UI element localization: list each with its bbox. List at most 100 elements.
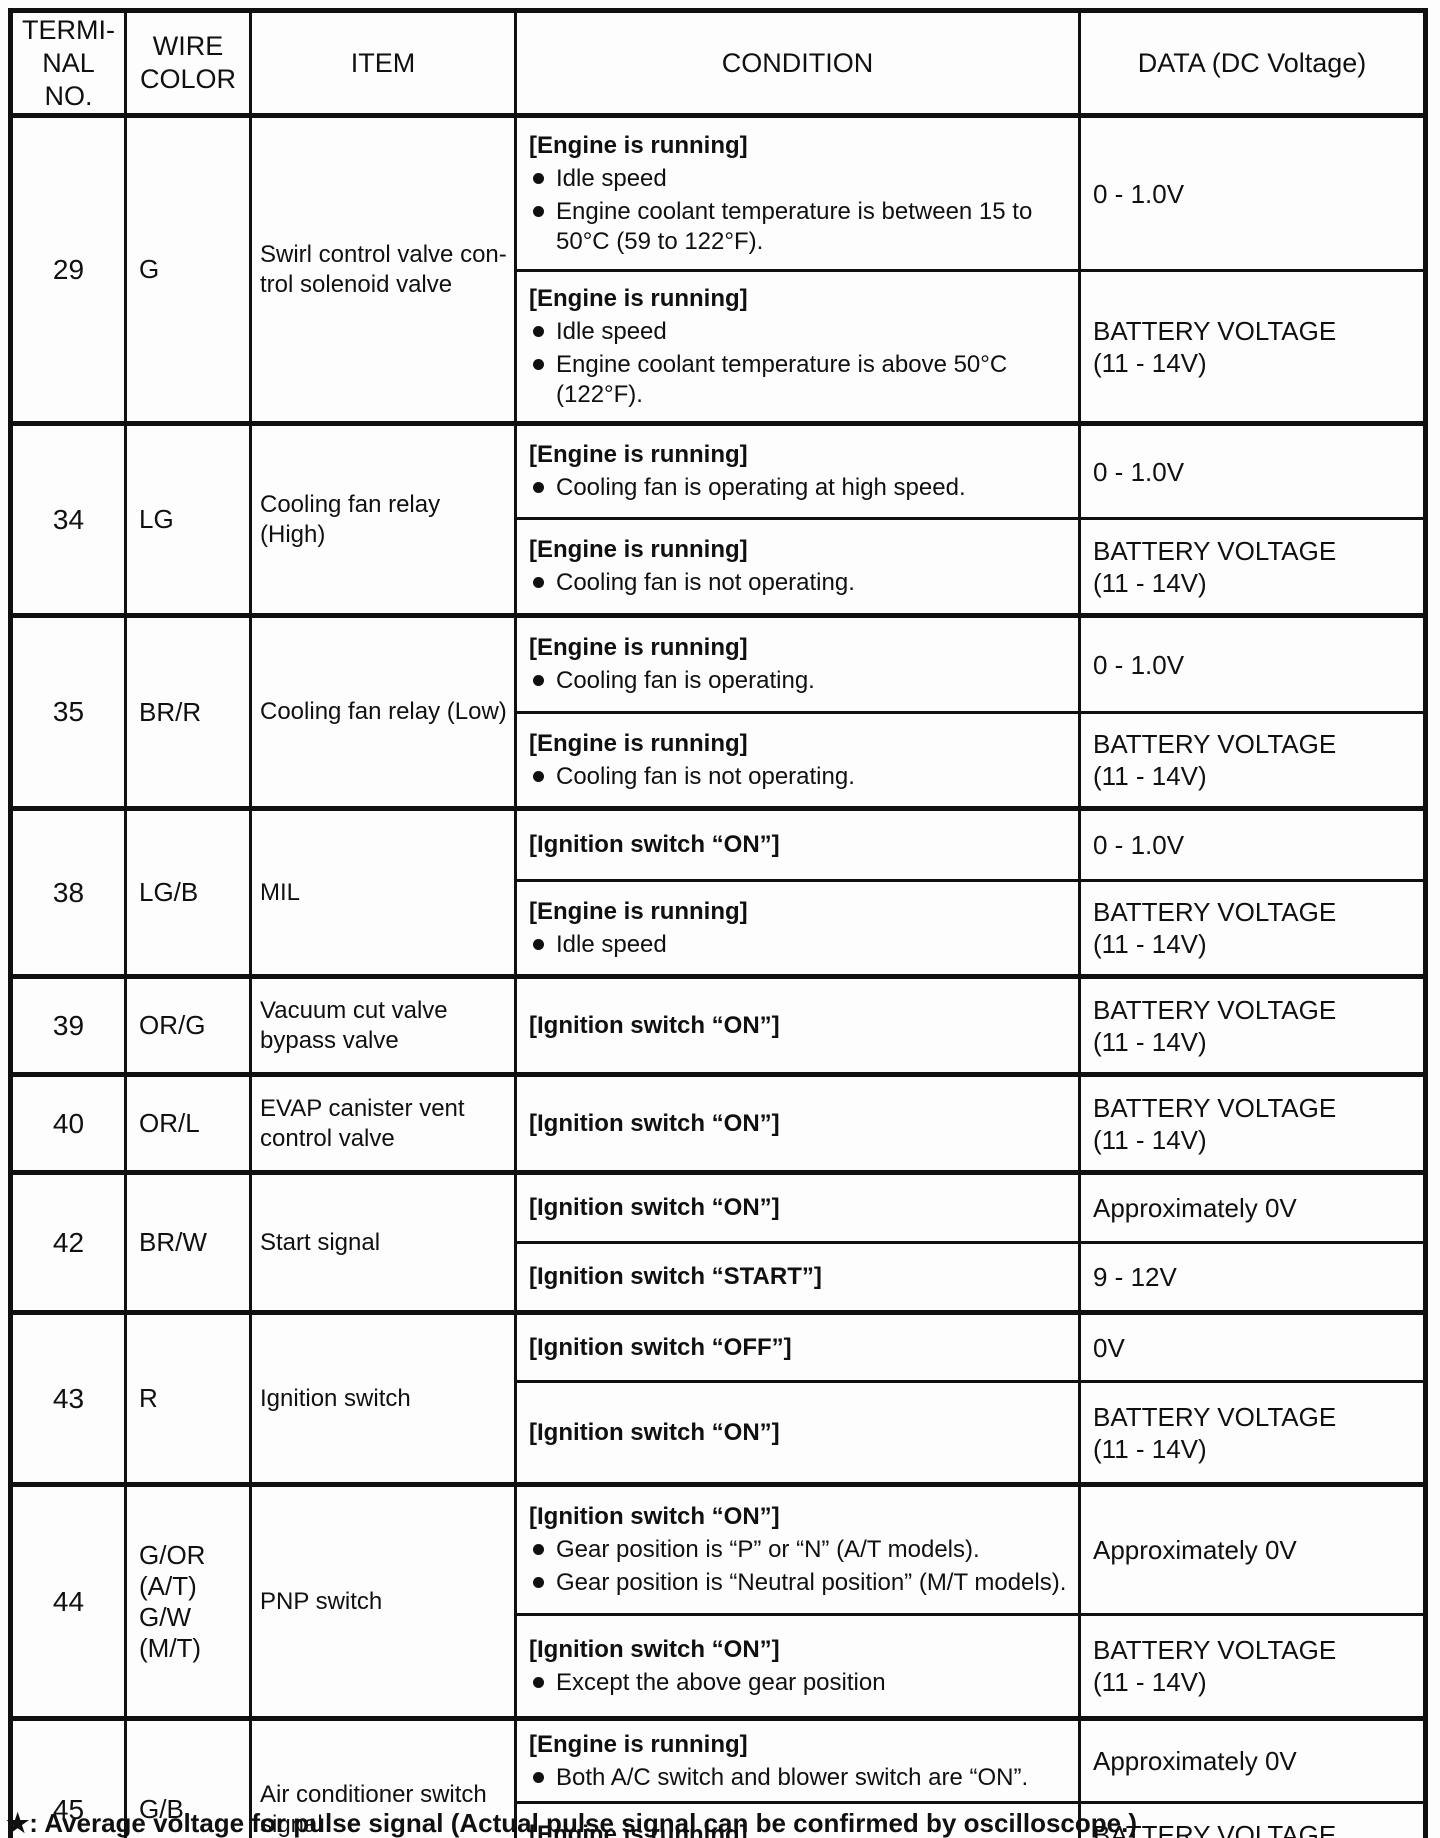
condition-cell: [Engine is running] Cooling fan is not op… — [514, 517, 1081, 617]
bullet-icon — [533, 482, 544, 493]
data-cell: 0V — [1078, 1310, 1427, 1383]
condition-cell: [Ignition switch “ON”] — [514, 806, 1081, 882]
data-cell: 0 - 1.0V — [1078, 421, 1427, 520]
terminal-cell: 42 — [9, 1170, 127, 1314]
header-row: TERMI- NAL NO. WIRE COLOR ITEM CONDITION… — [9, 9, 1427, 118]
bullet-text: Cooling fan is operating. — [556, 667, 815, 694]
condition-bullet: Engine coolant temperature is above 50°C… — [529, 350, 1070, 410]
table-row: [Engine is running] Idle speed BATTERY VOL… — [11, 879, 1427, 978]
table-row: 39 OR/G Vacuum cut valve bypass valve [Igni… — [9, 974, 1427, 1076]
bullet-text: Gear position is “Neutral position” (M/T… — [556, 1569, 1067, 1596]
condition-cell: [Engine is running] Idle speed Engine cool… — [514, 269, 1081, 425]
table-row: 38 LG/B MIL [Ignition switch “ON”] 0 - 1.0V — [9, 806, 1427, 978]
condition-bullet: Idle speed — [529, 930, 1070, 960]
data-cell: Approximately 0V — [1078, 1716, 1427, 1804]
condition-bullet: Both A/C switch and blower switch are “O… — [529, 1763, 1070, 1793]
table-row: [Ignition switch “START”] 9 - 12V — [11, 1241, 1427, 1314]
bullet-text: Engine coolant temperature is between 15… — [556, 197, 1033, 255]
terminal-cell: 29 — [9, 113, 127, 425]
condition-cell: [Ignition switch “ON”] Except the above g… — [514, 1613, 1081, 1720]
bullet-text: Idle speed — [556, 930, 667, 958]
item-cell: Air conditioner switch signal — [249, 1716, 517, 1838]
footnote-average-voltage: ★: Average voltage for pulse signal (Act… — [6, 1808, 1137, 1838]
condition-title: [Ignition switch “ON”] — [529, 1503, 780, 1530]
condition-title: [Engine is running] — [529, 441, 748, 468]
condition-title: [Ignition switch “START”] — [529, 1263, 822, 1290]
header-item: ITEM — [249, 9, 517, 118]
condition-cell: [Engine is running] Cooling fan is operat… — [514, 613, 1081, 714]
data-cell: BATTERY VOLTAGE (11 - 14V) — [1078, 1380, 1427, 1486]
item-cell: Start signal — [249, 1170, 517, 1314]
condition-bullet: Gear position is “P” or “N” (A/T models)… — [529, 1535, 1070, 1565]
table-row: 45 G/B Air conditioner switch signal [Engin… — [9, 1716, 1427, 1838]
condition-bullet: Cooling fan is not operating. — [529, 568, 1070, 598]
condition-cell: [Ignition switch “START”] — [514, 1241, 1081, 1314]
wire-color-cell: BR/R — [124, 613, 252, 810]
data-cell: Approximately 0V — [1078, 1482, 1427, 1616]
item-cell: Cooling fan relay (Low) — [249, 613, 517, 810]
bullet-icon — [533, 577, 544, 588]
bullet-text: Gear position is “P” or “N” (A/T models)… — [556, 1536, 980, 1563]
bullet-icon — [533, 938, 544, 950]
condition-title: [Engine is running] — [529, 131, 748, 159]
wire-color-cell: OR/G — [124, 974, 252, 1076]
header-data-dc-voltage: DATA (DC Voltage) — [1078, 9, 1427, 118]
condition-cell: [Engine is running] Idle speed Engine cool… — [514, 113, 1081, 272]
data-cell: BATTERY VOLTAGE (11 - 14V) — [1078, 517, 1427, 617]
condition-title: [Ignition switch “ON”] — [529, 1194, 780, 1221]
condition-cell: [Engine is running] Idle speed — [514, 879, 1081, 978]
table-row: [Engine is running] Cooling fan is not op… — [11, 711, 1427, 810]
bullet-icon — [533, 205, 544, 217]
data-cell: 0 - 1.0V — [1078, 806, 1427, 882]
item-cell: Ignition switch — [249, 1310, 517, 1486]
condition-cell: [Ignition switch “ON”] — [514, 1380, 1081, 1486]
table-row: [Engine is running] Cooling fan is not op… — [11, 517, 1427, 617]
item-cell: PNP switch — [249, 1482, 517, 1720]
bullet-text: Idle speed — [556, 317, 667, 345]
table-row: [Ignition switch “ON”] Except the above g… — [11, 1613, 1427, 1720]
bullet-text: Idle speed — [556, 164, 667, 192]
wire-color-cell: G/B — [124, 1716, 252, 1838]
bullet-icon — [533, 325, 544, 337]
table-row: 42 BR/W Start signal [Ignition switch “ON”]… — [9, 1170, 1427, 1314]
condition-cell: [Engine is running] Both A/C switch and b… — [514, 1716, 1081, 1804]
terminal-cell: 38 — [9, 806, 127, 978]
condition-title: [Ignition switch “ON”] — [529, 1418, 780, 1446]
condition-cell: [Ignition switch “ON”] — [514, 974, 1081, 1076]
condition-title: [Ignition switch “ON”] — [529, 1011, 780, 1039]
data-cell: BATTERY VOLTAGE (11 - 14V) — [1078, 1613, 1427, 1720]
condition-cell: [Ignition switch “ON”] — [514, 1072, 1081, 1174]
condition-title: [Ignition switch “OFF”] — [529, 1333, 792, 1361]
terminal-cell: 43 — [9, 1310, 127, 1486]
condition-bullet: Idle speed — [529, 317, 1070, 347]
data-cell: BATTERY VOLTAGE (11 - 14V) — [1078, 1801, 1427, 1838]
data-cell: BATTERY VOLTAGE (11 - 14V) — [1078, 269, 1427, 425]
terminal-voltage-table: TERMI- NAL NO. WIRE COLOR ITEM CONDITION… — [8, 8, 1428, 1838]
terminal-cell: 45 — [9, 1716, 127, 1838]
bullet-icon — [533, 172, 544, 184]
condition-cell: [Ignition switch “ON”] — [514, 1170, 1081, 1244]
data-cell: 9 - 12V — [1078, 1241, 1427, 1314]
bullet-text: Engine coolant temperature is above 50°C… — [556, 350, 1008, 408]
bullet-text: Cooling fan is operating at high speed. — [556, 474, 966, 501]
condition-cell: [Ignition switch “OFF”] — [514, 1310, 1081, 1383]
data-cell: Approximately 0V — [1078, 1170, 1427, 1244]
table-row: 44 G/OR (A/T) G/W (M/T) PNP switch [Ignitio… — [9, 1482, 1427, 1720]
terminal-cell: 44 — [9, 1482, 127, 1720]
bullet-icon — [533, 1676, 544, 1688]
bullet-icon — [533, 770, 544, 782]
condition-cell: [Ignition switch “ON”] Gear position is “… — [514, 1482, 1081, 1616]
bullet-icon — [533, 1577, 544, 1588]
table-row: 34 LG Cooling fan relay (High) [Engine is r… — [9, 421, 1427, 617]
wire-color-cell: OR/L — [124, 1072, 252, 1174]
condition-bullet: Engine coolant temperature is between 15… — [529, 197, 1070, 257]
item-cell: Swirl control valve con- trol solenoid v… — [249, 113, 517, 425]
condition-title: [Ignition switch “ON”] — [529, 1635, 780, 1663]
wire-color-cell: LG — [124, 421, 252, 617]
bullet-text: Cooling fan is not operating. — [556, 762, 855, 790]
condition-cell: [Engine is running] Cooling fan is operat… — [514, 421, 1081, 520]
condition-title: [Engine is running] — [529, 729, 748, 757]
bullet-text: Except the above gear position — [556, 1668, 886, 1696]
table-row: 29 G Swirl control valve con- trol solenoi… — [9, 113, 1427, 425]
